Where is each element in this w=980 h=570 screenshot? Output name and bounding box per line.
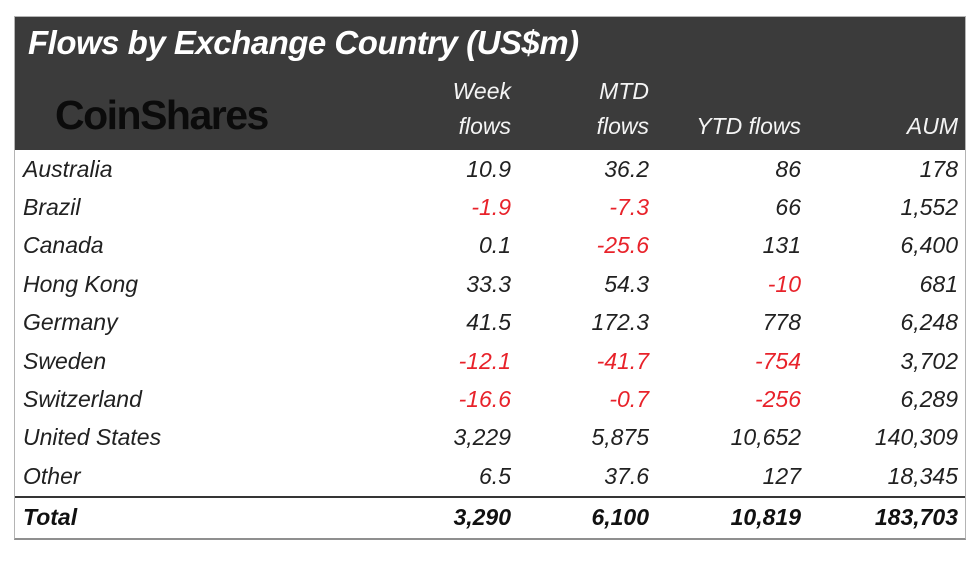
table-row: Hong Kong 33.3 54.3 -10 681 [15, 265, 965, 303]
cell-ytd-flows: 66 [775, 194, 801, 221]
total-ytd-flows: 10,819 [730, 504, 801, 531]
cell-country: Australia [23, 155, 113, 182]
cell-week-flows: 33.3 [466, 270, 511, 297]
table-title: Flows by Exchange Country (US$m) [28, 24, 579, 61]
cell-week-flows: 6.5 [479, 462, 511, 489]
flows-table: Flows by Exchange Country (US$m) CoinSha… [14, 16, 966, 540]
cell-mtd-flows: 37.6 [604, 462, 649, 489]
cell-ytd-flows: -256 [754, 386, 801, 413]
column-header-line: flows [458, 113, 511, 139]
cell-ytd-flows: 778 [762, 309, 801, 336]
cell-week-flows: 0.1 [479, 232, 511, 259]
cell-ytd-flows: -754 [754, 347, 801, 374]
total-row: Total 3,290 6,100 10,819 183,703 [15, 495, 965, 538]
column-header-line [801, 74, 958, 109]
cell-week-flows: -12.1 [458, 347, 511, 374]
column-header-line: YTD flows [696, 113, 801, 139]
table-row: Other 6.5 37.6 127 18,345 [15, 457, 965, 495]
cell-aum: 6,248 [900, 309, 958, 336]
cell-aum: 1,552 [900, 194, 958, 221]
column-header-ytd-flows: YTD flows [649, 74, 801, 150]
cell-ytd-flows: 86 [775, 155, 801, 182]
table-row: Australia 10.9 36.2 86 178 [15, 150, 965, 188]
table-row: Sweden -12.1 -41.7 -754 3,702 [15, 342, 965, 380]
cell-aum: 6,400 [900, 232, 958, 259]
cell-mtd-flows: 36.2 [604, 155, 649, 182]
cell-week-flows: -1.9 [471, 194, 511, 221]
total-week-flows: 3,290 [453, 504, 511, 531]
cell-country: Switzerland [23, 386, 142, 413]
cell-mtd-flows: -41.7 [596, 347, 649, 374]
column-header-line: MTD [599, 78, 649, 104]
cell-mtd-flows: -25.6 [596, 232, 649, 259]
table-header: Flows by Exchange Country (US$m) CoinSha… [15, 17, 965, 150]
cell-country: Germany [23, 309, 118, 336]
cell-country: United States [23, 424, 162, 451]
cell-week-flows: 10.9 [466, 155, 511, 182]
column-header-line [649, 74, 801, 109]
cell-week-flows: 3,229 [453, 424, 511, 451]
table-row: Switzerland -16.6 -0.7 -256 6,289 [15, 380, 965, 418]
column-header-aum: AUM [801, 74, 965, 150]
column-header-row: CoinShares Week flows MTD flows YTD flow… [15, 74, 965, 150]
cell-country: Other [23, 462, 81, 489]
cell-country: Sweden [23, 347, 107, 374]
cell-country: Hong Kong [23, 270, 139, 297]
table-row: Canada 0.1 -25.6 131 6,400 [15, 227, 965, 265]
table-body: Australia 10.9 36.2 86 178 Brazil -1.9 -… [15, 150, 965, 496]
cell-ytd-flows: 127 [762, 462, 801, 489]
table-row: United States 3,229 5,875 10,652 140,309 [15, 419, 965, 457]
cell-mtd-flows: 5,875 [591, 424, 649, 451]
column-header-line: AUM [906, 113, 958, 139]
column-header-line: flows [596, 113, 649, 139]
cell-aum: 140,309 [874, 424, 958, 451]
cell-mtd-flows: -7.3 [609, 194, 649, 221]
cell-mtd-flows: -0.7 [609, 386, 649, 413]
cell-aum: 3,702 [900, 347, 958, 374]
cell-country: Canada [23, 232, 104, 259]
cell-ytd-flows: 10,652 [730, 424, 801, 451]
column-header-week-flows: Week flows [247, 74, 511, 150]
column-header-mtd-flows: MTD flows [511, 74, 649, 150]
table-row: Germany 41.5 172.3 778 6,248 [15, 304, 965, 342]
total-aum: 183,703 [874, 504, 958, 531]
cell-week-flows: -16.6 [458, 386, 511, 413]
column-header-line: Week [452, 78, 511, 104]
cell-ytd-flows: 131 [762, 232, 801, 259]
cell-aum: 6,289 [900, 386, 958, 413]
cell-mtd-flows: 54.3 [604, 270, 649, 297]
cell-aum: 681 [919, 270, 958, 297]
cell-country: Brazil [23, 194, 81, 221]
total-label: Total [23, 504, 78, 531]
cell-aum: 178 [919, 155, 958, 182]
cell-mtd-flows: 172.3 [591, 309, 649, 336]
coinshares-logo: CoinShares [55, 92, 269, 138]
cell-aum: 18,345 [887, 462, 958, 489]
cell-week-flows: 41.5 [466, 309, 511, 336]
total-mtd-flows: 6,100 [591, 504, 649, 531]
cell-ytd-flows: -10 [767, 270, 801, 297]
table-row: Brazil -1.9 -7.3 66 1,552 [15, 188, 965, 226]
